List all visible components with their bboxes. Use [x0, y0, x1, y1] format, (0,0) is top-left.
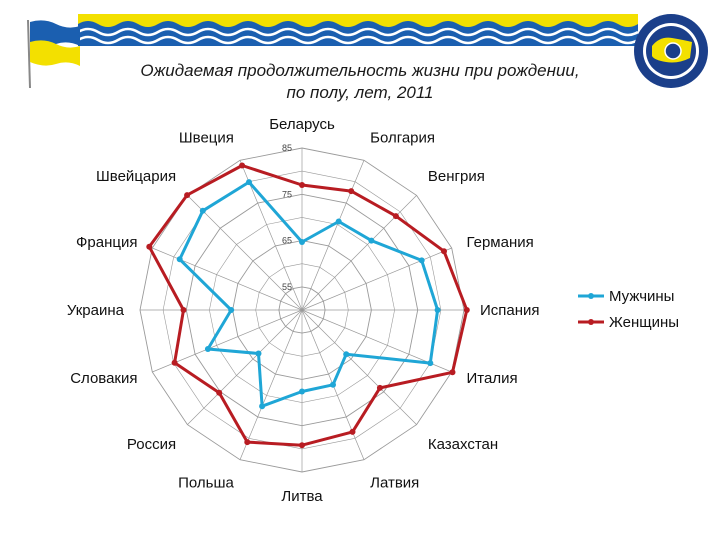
data-point — [184, 192, 191, 199]
data-point — [146, 243, 153, 250]
grid-spoke — [301, 247, 452, 311]
category-label: Словакия — [70, 370, 137, 387]
tick-label-65: 65 — [282, 236, 292, 246]
data-point — [343, 351, 350, 358]
data-point — [246, 179, 252, 186]
legend-marker — [588, 319, 594, 325]
data-point — [244, 439, 251, 446]
title-line-2: по полу, лет, 2011 — [286, 83, 434, 102]
category-label: Франция — [76, 234, 137, 251]
data-point — [441, 248, 447, 255]
data-point — [348, 188, 355, 195]
data-point — [427, 360, 434, 367]
tick-label-75: 75 — [282, 189, 292, 199]
data-point — [349, 428, 356, 435]
data-point — [376, 384, 383, 391]
ukraine-flag-icon — [27, 19, 80, 89]
page-title: Ожидаемая продолжительность жизни при ро… — [60, 60, 660, 104]
category-label: Швейцария — [96, 168, 176, 185]
data-point — [176, 256, 183, 263]
category-label: Швеция — [179, 130, 234, 147]
grid-spoke — [301, 160, 365, 311]
category-label: Украина — [67, 302, 125, 319]
series-line-women — [147, 164, 469, 447]
data-point — [180, 307, 187, 313]
grid-spoke — [187, 195, 303, 311]
category-label: Италия — [467, 370, 518, 387]
category-label: Болгария — [370, 130, 435, 147]
category-label: Польша — [178, 475, 234, 492]
grid-spoke — [187, 309, 303, 425]
data-point — [449, 369, 456, 376]
category-label: Испания — [480, 302, 540, 319]
title-line-1: Ожидаемая продолжительность жизни при ро… — [140, 61, 580, 80]
data-point — [299, 182, 305, 188]
data-point — [216, 389, 223, 396]
data-point — [330, 381, 336, 388]
category-label: Россия — [127, 436, 176, 453]
legend-label: Мужчины — [609, 288, 674, 305]
grid-spoke — [239, 309, 303, 460]
data-point — [228, 307, 235, 313]
grid-spoke — [152, 247, 303, 311]
category-label: Беларусь — [269, 116, 335, 133]
tick-label-85: 85 — [282, 143, 292, 153]
data-point — [418, 257, 425, 264]
data-point — [392, 213, 399, 220]
grid-spoke — [301, 309, 417, 425]
category-label: Германия — [467, 234, 534, 251]
radar-ticks: 55 65 75 85 — [282, 143, 292, 292]
data-point — [368, 237, 375, 244]
series-layer — [146, 162, 470, 449]
category-label: Венгрия — [428, 168, 485, 185]
legend-label: Женщины — [609, 314, 679, 331]
category-label: Латвия — [370, 475, 419, 492]
data-point — [299, 239, 305, 245]
data-point — [299, 388, 305, 395]
statistics-emblem-icon — [634, 14, 708, 88]
data-point — [199, 207, 206, 214]
category-label: Казахстан — [428, 436, 498, 453]
data-point — [239, 162, 246, 169]
data-point — [255, 350, 262, 357]
legend-marker — [588, 293, 594, 299]
data-point — [204, 346, 211, 352]
tick-label-55: 55 — [282, 282, 292, 292]
data-point — [335, 218, 342, 225]
category-label: Литва — [281, 488, 323, 505]
data-point — [434, 307, 441, 313]
data-point — [171, 359, 178, 366]
data-point — [463, 307, 470, 313]
data-point — [259, 403, 266, 410]
wave-banner — [78, 14, 638, 46]
legend: Мужчины Женщины — [578, 288, 679, 331]
category-labels: Беларусь Болгария Венгрия Германия Испания Ит… — [67, 116, 540, 505]
data-point — [299, 442, 305, 449]
